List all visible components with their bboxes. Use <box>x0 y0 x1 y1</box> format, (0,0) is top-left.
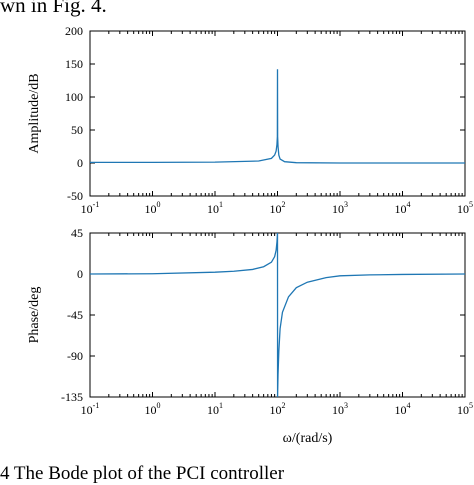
phase-x-axis-title: ω/(rad/s) <box>283 431 333 446</box>
phase-x-tick-label: 101 <box>207 401 223 417</box>
amplitude-y-tick-label: 0 <box>77 156 83 170</box>
amplitude-y-tick-label: -50 <box>67 189 83 203</box>
phase-series-line <box>90 233 465 397</box>
amplitude-series-line <box>90 69 465 164</box>
amplitude-y-tick-label: 100 <box>65 90 83 104</box>
phase-panel: 10-1 100 101 102 103 104 105 45 0 -45 -90 -135 Phase… <box>27 226 473 446</box>
amplitude-panel: 10-1 100 101 102 103 104 105 200 150 100 50 0 -50 Amp… <box>27 24 473 216</box>
amplitude-y-tick-label: 200 <box>65 24 83 38</box>
amplitude-x-tick-label: 100 <box>145 200 161 216</box>
phase-x-tick-label: 105 <box>457 401 473 417</box>
amplitude-y-tick-label: 50 <box>71 123 83 137</box>
phase-x-tick-label: 100 <box>145 401 161 417</box>
phase-y-tick-label: -135 <box>61 390 83 404</box>
phase-y-tick-label: -90 <box>67 349 83 363</box>
phase-y-axis-title: Phase/deg <box>27 287 42 344</box>
figure-caption: 4 The Bode plot of the PCI controller <box>0 463 285 484</box>
phase-y-tick-label: 45 <box>71 226 83 240</box>
amplitude-x-tick-label: 104 <box>395 200 411 216</box>
phase-y-tick-label: 0 <box>77 267 83 281</box>
phase-y-tick-label: -45 <box>67 308 83 322</box>
amplitude-x-tick-label: 102 <box>270 200 286 216</box>
phase-x-tick-label: 104 <box>395 401 411 417</box>
amplitude-y-axis-title: Amplitude/dB <box>27 73 42 153</box>
phase-x-tick-label: 102 <box>270 401 286 417</box>
phase-x-tick-label: 10-1 <box>81 401 100 417</box>
preceding-text-fragment: wn in Fig. 4. <box>0 0 107 17</box>
amplitude-x-tick-label: 10-1 <box>81 200 100 216</box>
amplitude-x-tick-label: 103 <box>332 200 348 216</box>
amplitude-x-tick-label: 101 <box>207 200 223 216</box>
phase-x-tick-label: 103 <box>332 401 348 417</box>
amplitude-y-tick-label: 150 <box>65 57 83 71</box>
amplitude-x-tick-label: 105 <box>457 200 473 216</box>
